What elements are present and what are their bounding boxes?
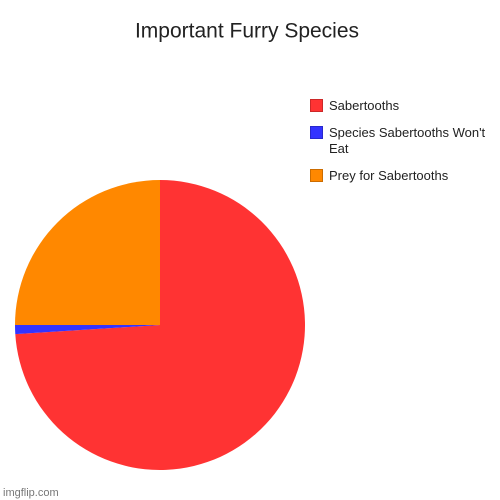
legend-item: Sabertooths: [310, 98, 500, 114]
watermark: imgflip.com: [3, 487, 59, 499]
legend-item: Species Sabertooths Won't Eat: [310, 125, 500, 157]
legend-swatch: [310, 169, 323, 182]
legend-label: Prey for Sabertooths: [329, 168, 449, 183]
legend-label: Species Sabertooths Won't Eat: [329, 125, 486, 156]
legend: Sabertooths Species Sabertooths Won't Eat…: [310, 98, 500, 195]
legend-swatch: [310, 126, 323, 139]
legend-swatch: [310, 99, 323, 112]
chart-title: Important Furry Species: [135, 20, 359, 43]
pie-slice: [15, 325, 160, 335]
legend-label: Sabertooths: [329, 98, 400, 113]
pie-slice: [15, 180, 160, 325]
legend-item: Prey for Sabertooths: [310, 168, 500, 184]
pie-slice: [15, 180, 305, 470]
